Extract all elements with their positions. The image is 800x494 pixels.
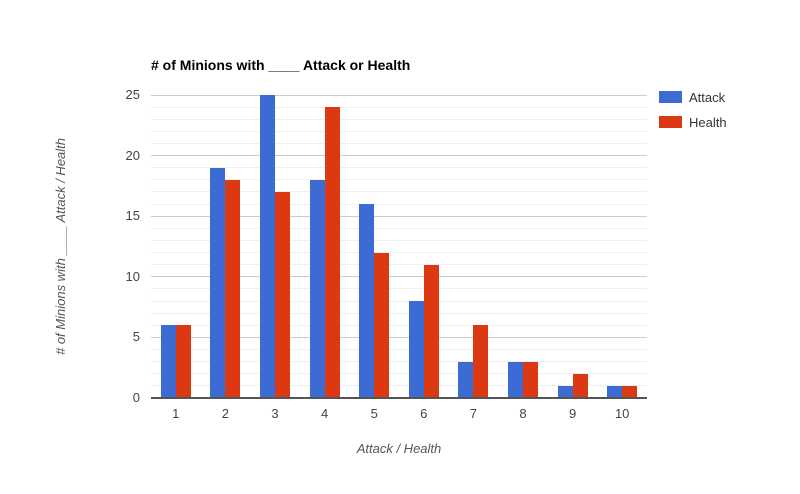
plot-area: [151, 94, 647, 399]
legend-item-attack: Attack: [659, 89, 727, 105]
bar-attack-8: [508, 361, 523, 398]
gridline-minor: [151, 106, 647, 108]
bar-health-3: [275, 191, 290, 398]
x-tick-label: 1: [172, 406, 180, 421]
gridline-minor: [151, 203, 647, 205]
y-tick-label: 15: [125, 208, 140, 224]
gridline-minor: [151, 130, 647, 132]
x-tick-label: 7: [469, 406, 477, 421]
bar-attack-9: [557, 385, 573, 398]
bar-health-4: [324, 107, 340, 398]
y-tick-label: 25: [125, 87, 140, 102]
chart-title: # of Minions with ____ Attack or Health: [151, 57, 411, 73]
x-tick-label: 6: [420, 406, 428, 421]
gridline-minor: [151, 118, 647, 120]
gridline-minor: [151, 312, 647, 314]
y-tick-label: 5: [132, 329, 140, 345]
gridline-minor: [151, 227, 647, 229]
gridline-minor: [151, 191, 647, 193]
gridline-minor: [151, 179, 647, 181]
bar-attack-5: [359, 204, 375, 398]
bar-health-5: [374, 252, 390, 398]
x-tick-label: 9: [568, 406, 577, 421]
x-tick-label: 5: [370, 406, 378, 421]
gridline-major: [151, 215, 647, 217]
bar-health-9: [572, 373, 588, 398]
bar-attack-3: [260, 95, 275, 398]
legend-label: Health: [689, 114, 727, 130]
x-tick-label: 3: [271, 406, 279, 421]
bar-attack-1: [160, 325, 176, 398]
gridline-minor: [151, 361, 647, 363]
bar-health-2: [225, 179, 241, 398]
bar-attack-4: [309, 179, 325, 398]
bar-health-1: [175, 325, 191, 398]
gridline-minor: [151, 288, 647, 290]
gridline-minor: [151, 373, 647, 375]
bar-attack-2: [210, 167, 226, 398]
gridline-minor: [151, 264, 647, 266]
gridline-minor: [151, 167, 647, 169]
gridline-minor: [151, 349, 647, 351]
y-tick-label: 10: [125, 268, 140, 284]
gridline-minor: [151, 385, 647, 387]
y-tick-label: 0: [132, 390, 140, 405]
gridline-major: [151, 94, 647, 96]
bar-attack-7: [458, 361, 474, 398]
x-tick-label: 4: [320, 406, 329, 421]
bar-health-6: [423, 264, 439, 398]
legend: Attack Health: [659, 90, 727, 140]
legend-item-health: Health: [659, 114, 727, 130]
x-tick-label: 2: [221, 406, 229, 421]
bar-health-7: [473, 325, 489, 398]
gridline-major: [151, 155, 647, 157]
bar-health-8: [523, 361, 538, 398]
bar-attack-10: [607, 385, 623, 398]
y-axis-title: # of Minions with ____ Attack / Health: [53, 137, 68, 356]
gridline-minor: [151, 142, 647, 144]
legend-swatch-attack-icon: [659, 91, 682, 103]
x-axis-line: [151, 397, 647, 399]
gridline-minor: [151, 300, 647, 302]
gridline-major: [151, 336, 647, 338]
y-tick-label: 20: [125, 147, 140, 163]
bar-attack-6: [408, 301, 424, 398]
x-axis-title: Attack / Health: [356, 441, 442, 456]
gridline-minor: [151, 324, 647, 326]
legend-swatch-health-icon: [659, 116, 682, 128]
gridline-minor: [151, 252, 647, 254]
gridline-major: [151, 276, 647, 278]
legend-label: Attack: [689, 89, 726, 105]
x-tick-label: 10: [614, 406, 630, 421]
gridline-minor: [151, 239, 647, 241]
bar-health-10: [622, 385, 638, 398]
x-tick-label: 8: [519, 406, 527, 421]
